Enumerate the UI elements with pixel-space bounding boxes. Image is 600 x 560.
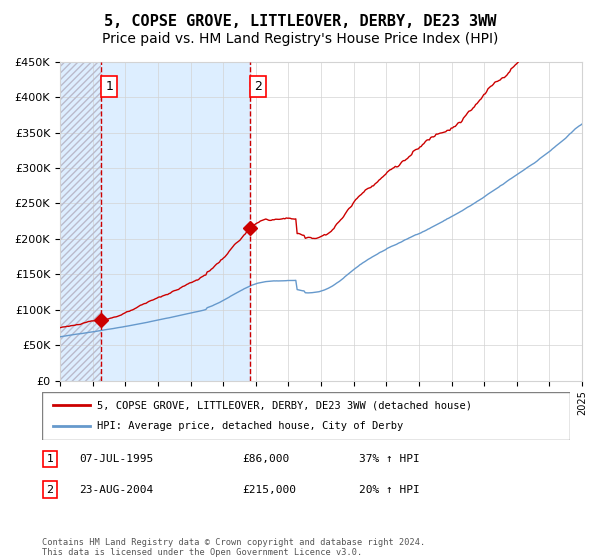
Text: Contains HM Land Registry data © Crown copyright and database right 2024.
This d: Contains HM Land Registry data © Crown c… bbox=[42, 538, 425, 557]
Text: 37% ↑ HPI: 37% ↑ HPI bbox=[359, 454, 419, 464]
Text: 5, COPSE GROVE, LITTLEOVER, DERBY, DE23 3WW (detached house): 5, COPSE GROVE, LITTLEOVER, DERBY, DE23 … bbox=[97, 400, 472, 410]
Text: 20% ↑ HPI: 20% ↑ HPI bbox=[359, 484, 419, 494]
Text: 1: 1 bbox=[46, 454, 53, 464]
Text: 07-JUL-1995: 07-JUL-1995 bbox=[79, 454, 153, 464]
Text: £215,000: £215,000 bbox=[242, 484, 296, 494]
Text: Price paid vs. HM Land Registry's House Price Index (HPI): Price paid vs. HM Land Registry's House … bbox=[102, 32, 498, 46]
Text: HPI: Average price, detached house, City of Derby: HPI: Average price, detached house, City… bbox=[97, 421, 404, 431]
Text: 2: 2 bbox=[254, 80, 262, 93]
Text: 1: 1 bbox=[105, 80, 113, 93]
Bar bbox=[60, 62, 101, 381]
Text: 2: 2 bbox=[46, 484, 53, 494]
FancyBboxPatch shape bbox=[42, 392, 570, 440]
Bar bbox=[60, 62, 250, 381]
Text: £86,000: £86,000 bbox=[242, 454, 290, 464]
Text: 23-AUG-2004: 23-AUG-2004 bbox=[79, 484, 153, 494]
Text: 5, COPSE GROVE, LITTLEOVER, DERBY, DE23 3WW: 5, COPSE GROVE, LITTLEOVER, DERBY, DE23 … bbox=[104, 14, 496, 29]
